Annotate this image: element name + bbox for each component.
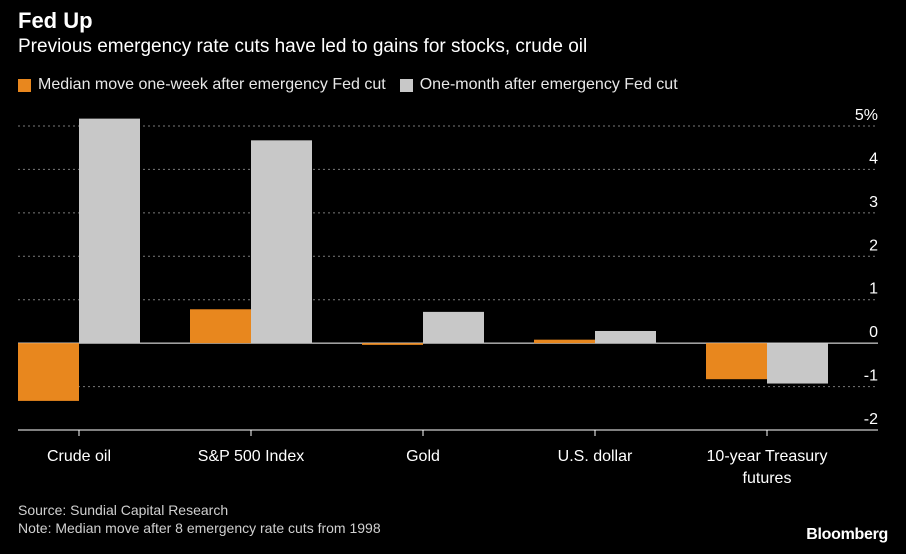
bar-one-month xyxy=(251,140,312,344)
y-tick-label: 5% xyxy=(855,107,878,124)
bar-one-week xyxy=(706,343,767,380)
bar-one-month xyxy=(79,118,140,344)
y-tick-label: 1 xyxy=(869,281,878,298)
footnote: Note: Median move after 8 emergency rate… xyxy=(18,520,381,536)
bar-one-week xyxy=(362,343,423,345)
x-tick-label: futures xyxy=(743,470,792,487)
chart-title: Fed Up xyxy=(18,8,93,33)
source-note: Source: Sundial Capital Research xyxy=(18,502,229,518)
legend-swatch-one-month xyxy=(399,78,413,92)
chart-subtitle: Previous emergency rate cuts have led to… xyxy=(18,36,588,57)
bar-one-month xyxy=(595,330,656,344)
x-tick-label: S&P 500 Index xyxy=(198,448,304,465)
x-tick-label: U.S. dollar xyxy=(558,448,633,465)
y-tick-label: 4 xyxy=(869,150,878,167)
x-tick-label: Gold xyxy=(406,448,440,465)
legend-item-one-week: Median move one-week after emergency Fed… xyxy=(18,76,386,94)
bar-one-week xyxy=(18,343,79,401)
bar-one-month xyxy=(767,343,828,384)
legend-label-one-month: One-month after emergency Fed cut xyxy=(419,76,678,93)
x-tick-label: Crude oil xyxy=(47,448,111,465)
bar-one-month xyxy=(423,311,484,344)
y-tick-label: 3 xyxy=(869,194,878,211)
bar-one-week xyxy=(534,339,595,344)
legend-swatch-one-week xyxy=(18,78,31,92)
legend-item-one-month: One-month after emergency Fed cut xyxy=(399,76,678,94)
y-tick-label: -2 xyxy=(864,411,878,428)
y-tick-label: 0 xyxy=(869,324,878,341)
legend: Median move one-week after emergency Fed… xyxy=(18,76,692,94)
y-tick-label: 2 xyxy=(869,237,878,254)
y-tick-label: -1 xyxy=(864,368,878,385)
bloomberg-logo: Bloomberg xyxy=(806,526,888,543)
legend-label-one-week: Median move one-week after emergency Fed… xyxy=(38,76,386,93)
x-tick-label: 10-year Treasury xyxy=(707,448,828,465)
bar-one-week xyxy=(190,309,251,344)
